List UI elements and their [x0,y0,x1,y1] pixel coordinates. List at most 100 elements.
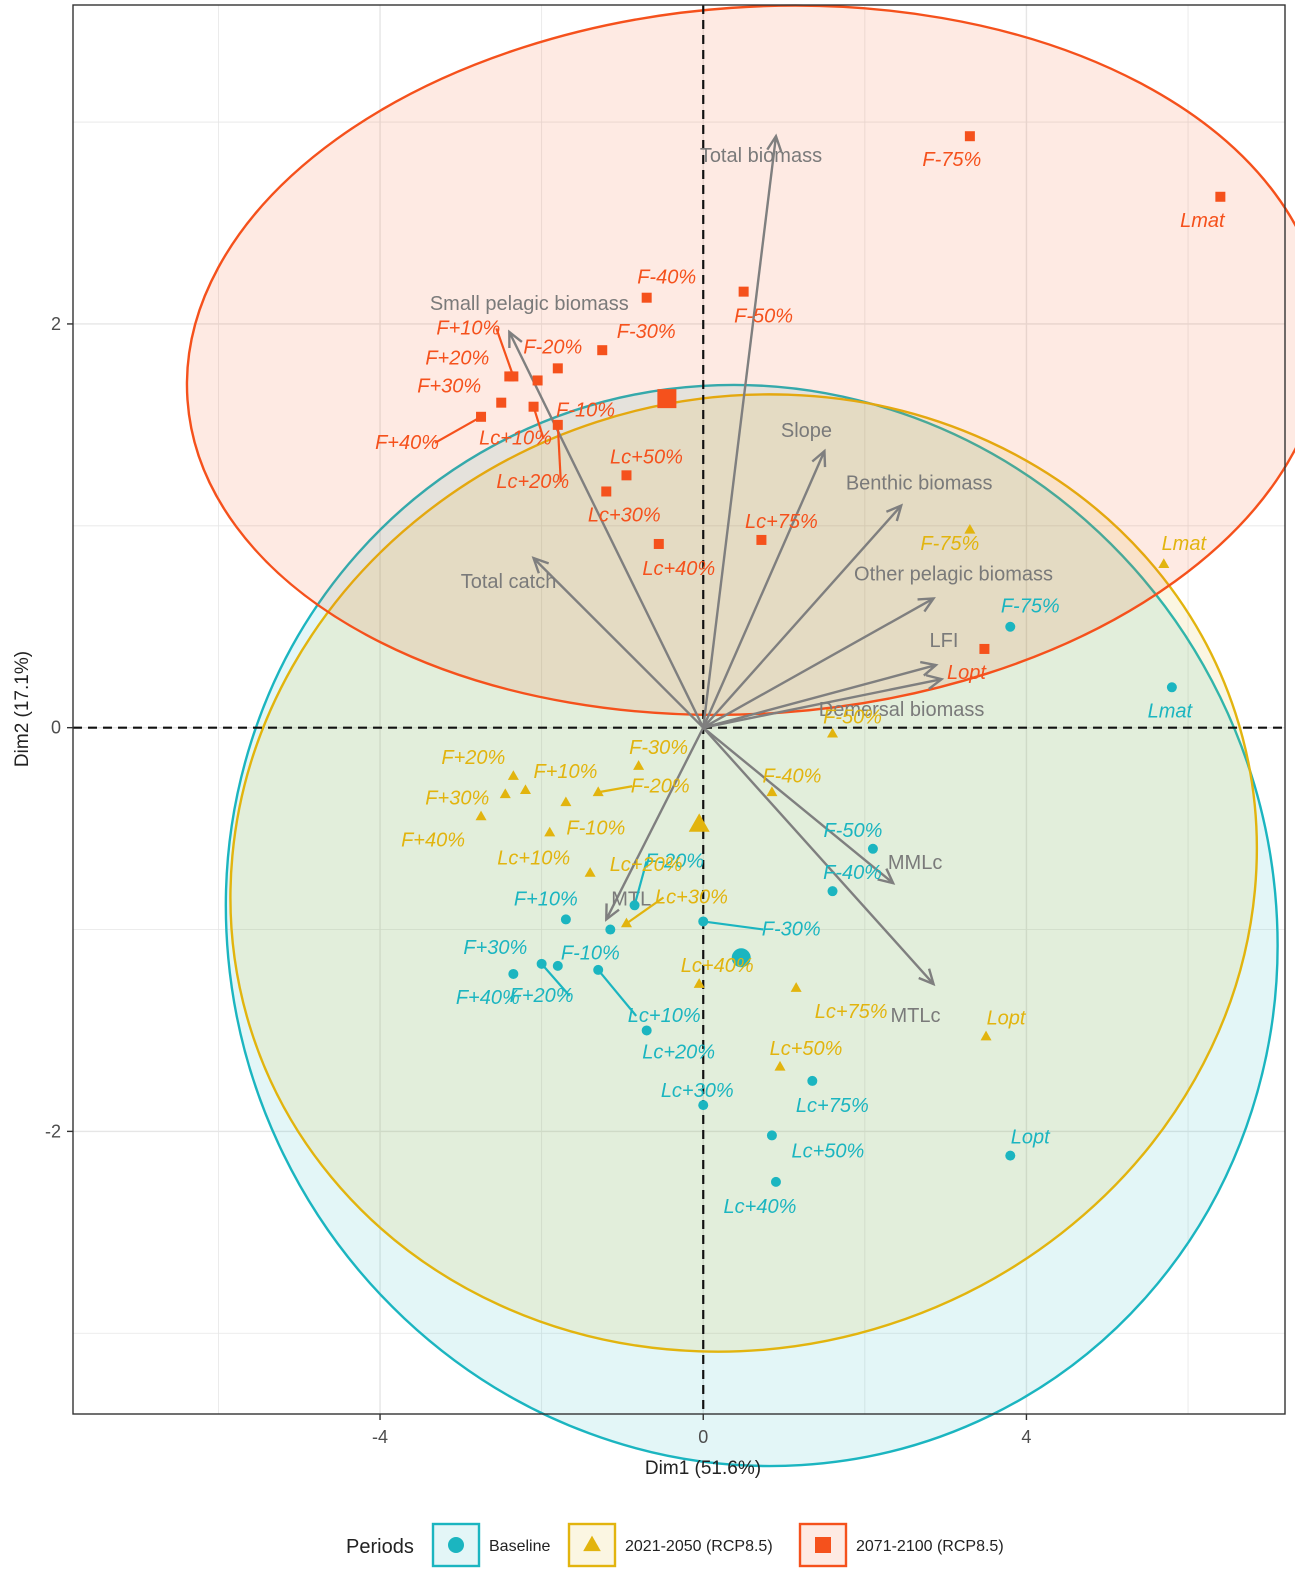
point-label: F+40% [401,829,465,851]
data-point [964,131,975,142]
data-point [508,968,519,979]
point-label: F-75% [922,149,981,171]
arrow-head [885,503,904,522]
data-point [1166,682,1177,693]
point-label: F-50% [823,707,882,729]
axes: -4 0 4 -2 0 2 [45,314,1031,1447]
y-tick-label: -2 [45,1121,61,1141]
data-point [867,843,878,854]
x-tick-label: -4 [372,1427,388,1447]
point-label: F-10% [566,817,625,839]
data-point [504,371,515,382]
point-label: Lc+40% [642,558,715,580]
label-leader-line [625,896,665,925]
data-point [597,345,608,356]
point-label: Lc+75% [796,1095,869,1117]
data-point [980,1030,992,1041]
point-label: F-40% [637,267,696,289]
label-leader-line [597,969,638,1017]
label-leader-line [495,328,515,377]
point-label: F+20% [441,747,505,769]
data-point [1215,191,1226,202]
point-label: Lc+75% [815,1001,888,1023]
data-point [560,914,571,925]
variable-label: MTLc [891,1005,941,1027]
point-label: F+20% [510,985,574,1007]
data-point [653,538,664,549]
data-point [499,788,511,799]
variable-label: Total biomass [700,145,822,167]
centroid-point [731,948,751,968]
data-point [633,760,645,770]
label-leader-line [703,920,764,931]
x-tick-label: 0 [698,1427,708,1447]
point-label: F+10% [514,888,578,910]
data-point [1005,621,1016,632]
arrow-head [917,597,936,613]
variable-label: Small pelagic biomass [430,293,629,315]
arrow-head [531,556,550,574]
data-point [475,810,487,821]
point-labels: F-75% Lmat F-50% F-40% F-20% F-30% F+10% F+20% F… [375,149,1226,1218]
data-point [1005,1150,1016,1161]
variable-label: LFI [929,630,958,652]
legend-label: 2021-2050 (RCP8.5) [625,1538,773,1555]
legend-title: Periods [346,1536,414,1558]
arrow-shaft [703,678,942,729]
variable-label: Benthic biomass [846,473,993,495]
point-label: Lc+75% [745,511,818,533]
label-leader-line [532,406,545,440]
point-label: Lc+20% [496,471,569,493]
data-point [601,486,612,497]
point-label: Lc+40% [724,1196,797,1218]
x-axis-label: Dim1 (51.6%) [645,1458,761,1479]
point-label: F+30% [425,787,489,809]
arrow-shaft [532,557,705,729]
point-label: F+40% [375,432,439,454]
point-label: Lmat [1162,533,1208,555]
data-point [621,470,632,481]
arrow-shaft [605,727,705,920]
label-leader-line [633,861,648,906]
label-leader-line [540,963,571,997]
variable-label: MTL [611,888,651,910]
point-label: F-20% [523,336,582,358]
data-point [560,796,572,807]
point-label: Lc+50% [610,446,683,468]
x-tick-label: 4 [1021,1427,1031,1447]
label-leader-line [434,415,482,444]
point-label: F-10% [561,943,620,965]
data-point [770,1176,781,1187]
point-label: F+10% [534,761,598,783]
arrow-shaft [702,450,826,729]
data-point [807,1075,818,1086]
data-point [790,982,802,992]
arrow-shaft [702,597,935,729]
data-point [519,784,531,795]
point-label: Lmat [1180,210,1226,232]
variable-arrows: Total biomass Small pelagic biomass Slope B… [430,133,1053,1027]
data-point [584,867,596,877]
point-label: F-30% [617,321,676,343]
arrow-shaft [702,136,778,728]
point-label: Lmat [1148,700,1194,722]
data-point [544,826,556,837]
centroid-point [657,389,677,409]
point-label: Lc+40% [681,955,754,977]
point-label: F-75% [1001,596,1060,618]
data-point [964,523,976,534]
point-label: Lc+30% [655,886,728,908]
arrow-head [877,868,896,885]
label-leader-line [556,424,562,482]
arrow-head [508,329,523,349]
ellipse-baseline [224,383,1279,1468]
data-point [507,770,519,780]
reference-lines [73,5,1285,1414]
plot-frame [72,4,1286,1415]
point-label: Lc+50% [791,1140,864,1162]
data-point [827,727,839,738]
arrow-shaft [702,726,894,885]
legend-marker [448,1537,464,1553]
